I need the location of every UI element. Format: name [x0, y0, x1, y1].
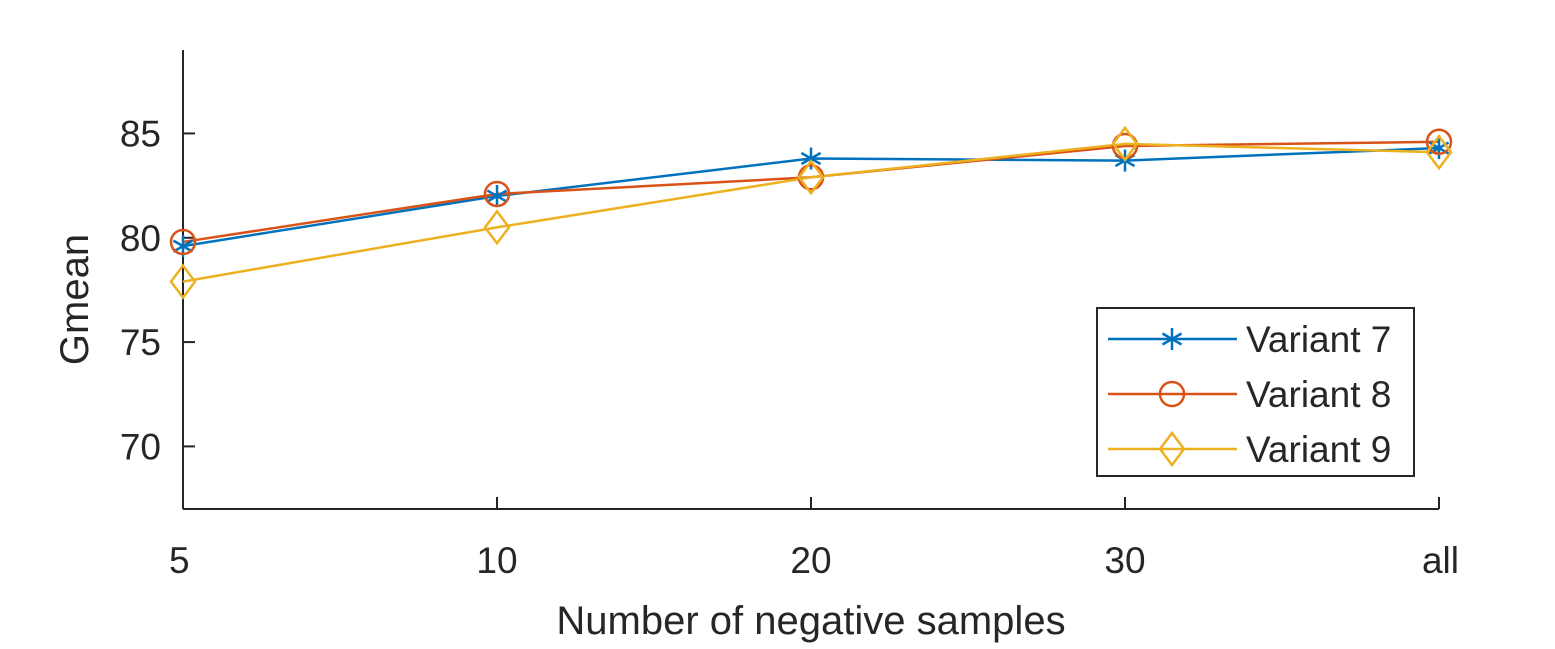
- x-tick-label: 10: [476, 540, 517, 581]
- y-tick-label: 70: [120, 426, 161, 467]
- legend-item-2: Variant 8: [1108, 374, 1391, 415]
- y-axis-label: Gmean: [53, 234, 97, 365]
- series-line-3: [182, 142, 1440, 283]
- legend-label: Variant 8: [1246, 374, 1391, 415]
- y-ticks: 70 75 80 85: [120, 113, 195, 467]
- legend-item-3: Variant 9: [1108, 429, 1391, 470]
- x-ticks: 5 10 20 30 all: [169, 497, 1459, 581]
- y-tick-label: 85: [120, 113, 161, 154]
- legend-label: Variant 9: [1246, 429, 1391, 470]
- data-point-series-2: [483, 180, 511, 208]
- data-point-series-3: [1425, 134, 1453, 171]
- data-point-series-1: [486, 185, 508, 208]
- legend: Variant 7 Variant 8 Variant 9: [1096, 307, 1415, 477]
- x-tick-label: 30: [1104, 540, 1145, 581]
- y-tick-label: 75: [120, 322, 161, 363]
- series-markers: [169, 125, 1453, 300]
- legend-marker: [1158, 430, 1186, 468]
- data-point-series-2: [169, 228, 197, 256]
- legend-label: Variant 7: [1246, 319, 1391, 360]
- x-tick-label: 5: [169, 540, 190, 581]
- x-tick-label: all: [1422, 540, 1459, 581]
- data-point-series-2: [1425, 128, 1453, 156]
- legend-marker: [1158, 380, 1186, 408]
- data-point-series-3: [1111, 125, 1139, 162]
- legend-marker: [1161, 328, 1183, 350]
- data-point-series-3: [797, 159, 825, 196]
- x-axis-label: Number of negative samples: [556, 599, 1065, 643]
- data-point-series-3: [169, 263, 197, 300]
- y-tick-label: 80: [120, 218, 161, 259]
- legend-item-1: Variant 7: [1108, 319, 1391, 360]
- data-point-series-3: [483, 209, 511, 246]
- x-tick-label: 20: [790, 540, 831, 581]
